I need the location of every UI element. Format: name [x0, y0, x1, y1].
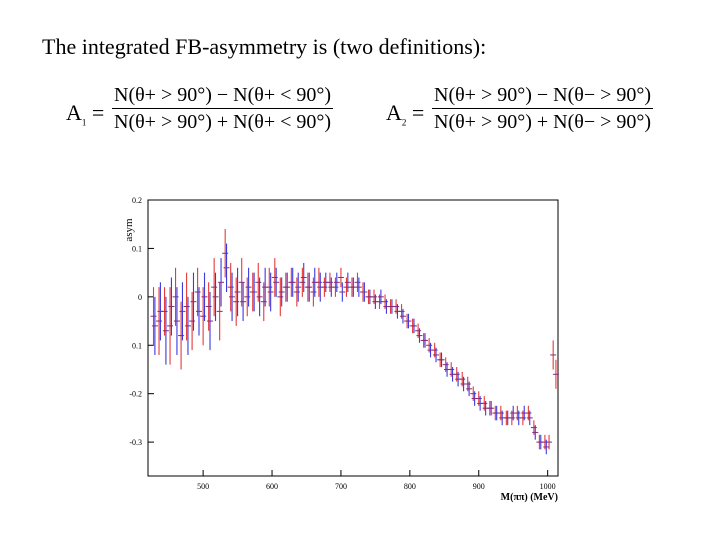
- formula-a2-numerator: N(θ+ > 90°) − N(θ− > 90°): [434, 84, 652, 106]
- y-tick-label: -0.3: [129, 438, 142, 447]
- x-tick-label: 1000: [540, 482, 556, 491]
- formula-a1-lhs: A1 =: [66, 100, 105, 128]
- y-tick-label: 0.1: [132, 244, 142, 253]
- x-tick-label: 800: [404, 482, 416, 491]
- formula-a1-fraction: N(θ+ > 90°) − N(θ+ < 90°) N(θ+ > 90°) + …: [112, 84, 334, 134]
- x-tick-label: 600: [266, 482, 278, 491]
- asymmetry-chart: asym M(ππ) (MeV) 500 600 700 800 900 1000 0.2 0…: [118, 188, 568, 508]
- y-tick-label: 0.1: [132, 341, 142, 350]
- data-series: [150, 229, 559, 455]
- x-tick-label: 500: [197, 482, 209, 491]
- y-tick-label: 0: [138, 293, 142, 302]
- formula-a2-lhs: A2 =: [386, 100, 425, 128]
- formula-a1-numerator: N(θ+ > 90°) − N(θ+ < 90°): [114, 84, 332, 106]
- blue-series: [151, 243, 550, 455]
- slide-title: The integrated FB-asymmetry is (two defi…: [42, 34, 487, 59]
- formula-a2: A2 = N(θ+ > 90°) − N(θ− > 90°) N(θ+ > 90…: [386, 84, 686, 142]
- y-axis-label: asym: [123, 218, 135, 242]
- axis-ticks: 500 600 700 800 900 1000 0.2 0.1 0 0.1 -0.2 -0.3: [129, 196, 555, 491]
- formula-a1: A1 = N(θ+ > 90°) − N(θ+ < 90°) N(θ+ > 90…: [66, 84, 366, 142]
- x-tick-label: 700: [335, 482, 347, 491]
- formula-a2-denominator: N(θ+ > 90°) + N(θ− > 90°): [432, 108, 654, 134]
- y-tick-label: 0.2: [132, 196, 142, 205]
- plot-frame: [147, 199, 559, 477]
- asymmetry-plot: asym M(ππ) (MeV) 500 600 700 800 900 1000 0.2 0…: [123, 196, 559, 503]
- formula-a1-denominator: N(θ+ > 90°) + N(θ+ < 90°): [112, 108, 334, 134]
- y-tick-label: -0.2: [129, 390, 142, 399]
- red-series: [150, 229, 559, 450]
- x-axis-label: M(ππ) (MeV): [501, 492, 558, 503]
- formula-a2-fraction: N(θ+ > 90°) − N(θ− > 90°) N(θ+ > 90°) + …: [432, 84, 654, 134]
- x-tick-label: 900: [473, 482, 485, 491]
